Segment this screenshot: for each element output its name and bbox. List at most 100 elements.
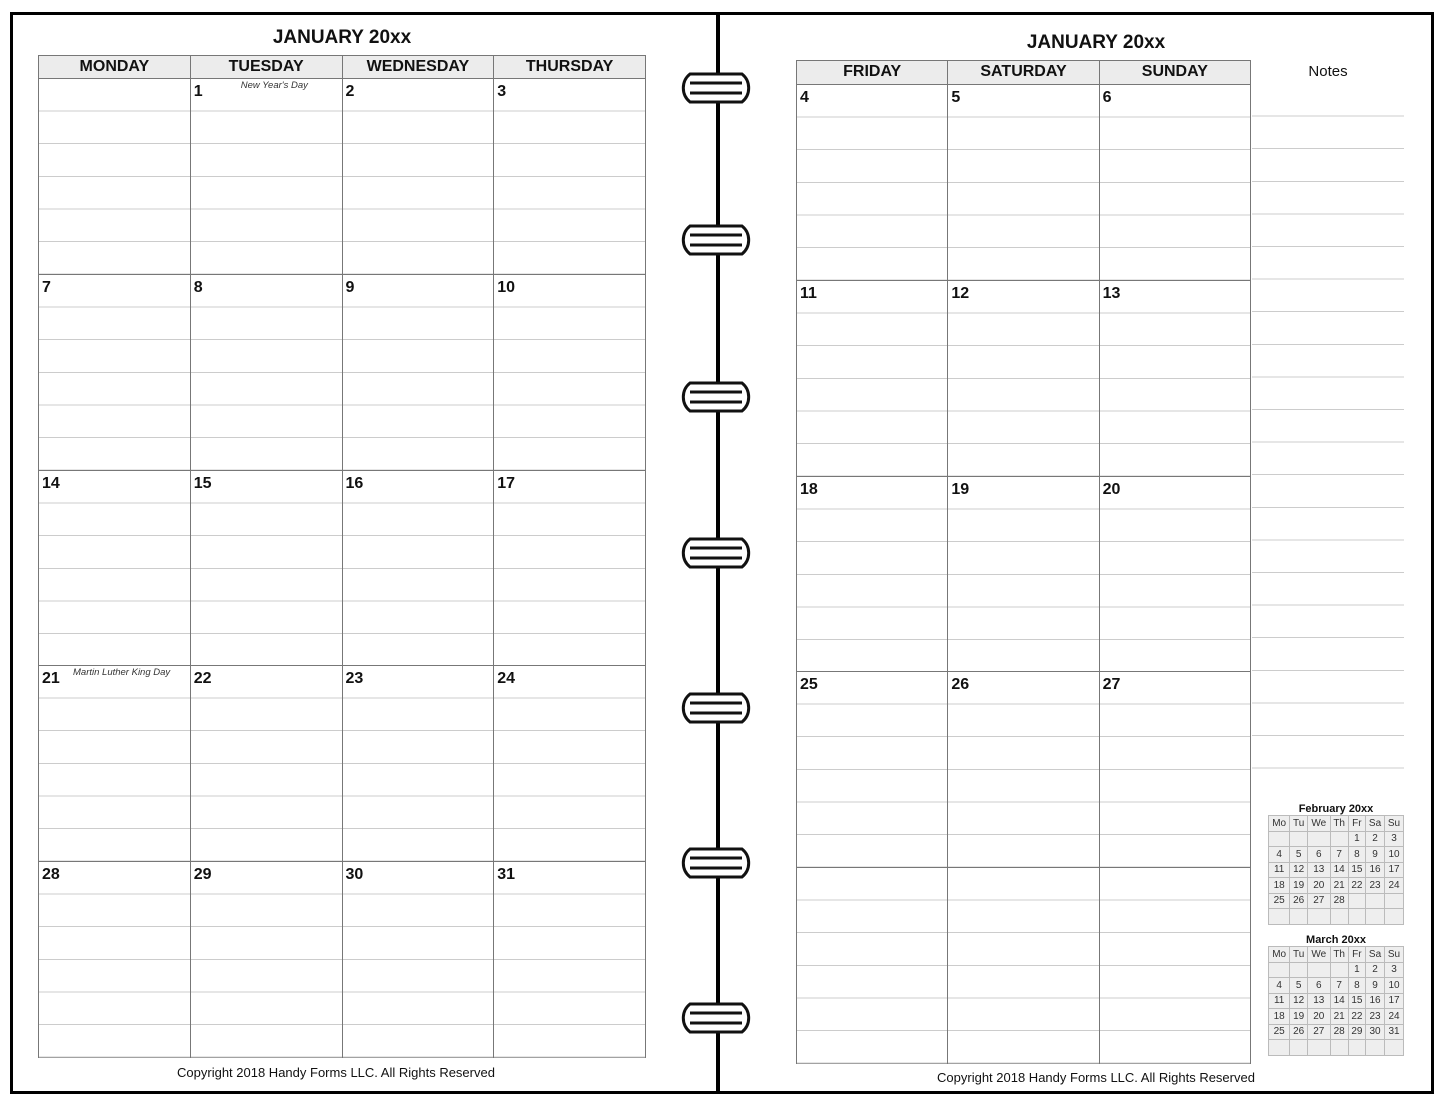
day-cell[interactable]: 26 bbox=[947, 672, 1099, 868]
day-cell[interactable] bbox=[947, 868, 1099, 1064]
day-cell[interactable]: 5 bbox=[947, 85, 1099, 280]
date-number: 21 bbox=[42, 670, 60, 688]
mini-date bbox=[1267, 961, 1291, 978]
day-cell[interactable]: 7 bbox=[39, 274, 190, 470]
day-cell[interactable]: 2 bbox=[341, 79, 494, 274]
day-cell[interactable] bbox=[39, 79, 190, 274]
day-cell[interactable] bbox=[797, 868, 948, 1064]
day-cell[interactable]: 11 bbox=[797, 280, 948, 476]
day-header: SUNDAY bbox=[1098, 61, 1250, 84]
day-cell[interactable]: 24 bbox=[493, 666, 645, 862]
mini-date bbox=[1289, 830, 1308, 847]
day-cell[interactable]: 10 bbox=[493, 274, 645, 470]
day-cell[interactable]: 21 Martin Luther King Day bbox=[39, 666, 190, 862]
mini-date bbox=[1306, 830, 1331, 847]
day-header: WEDNESDAY bbox=[341, 56, 494, 78]
day-header: SATURDAY bbox=[947, 61, 1098, 84]
mini-date bbox=[1267, 830, 1291, 847]
week-row: 25 26 27 bbox=[797, 672, 1250, 869]
mini-date: 24 bbox=[1384, 1008, 1404, 1025]
mini-date: 19 bbox=[1289, 1008, 1308, 1025]
mini-day-header: Mo bbox=[1267, 815, 1291, 832]
day-cell[interactable]: 22 bbox=[189, 666, 342, 862]
mini-date: 13 bbox=[1306, 861, 1331, 878]
day-cell[interactable]: 28 bbox=[39, 862, 190, 1058]
day-cell[interactable]: 12 bbox=[947, 280, 1099, 476]
day-cell[interactable]: 9 bbox=[341, 274, 494, 470]
mini-day-header: Su bbox=[1384, 946, 1404, 963]
day-cell[interactable]: 14 bbox=[39, 470, 190, 666]
date-number: 6 bbox=[1102, 89, 1112, 106]
day-cell[interactable]: 15 bbox=[189, 470, 342, 666]
day-cell[interactable]: 16 bbox=[341, 470, 494, 666]
mini-date: 20 bbox=[1306, 877, 1331, 894]
mini-date: 15 bbox=[1347, 861, 1367, 878]
date-number: 27 bbox=[1102, 676, 1121, 694]
day-cell[interactable]: 3 bbox=[493, 79, 645, 274]
mini-date: 6 bbox=[1306, 977, 1331, 994]
mini-date: 14 bbox=[1329, 992, 1349, 1009]
mini-date: 15 bbox=[1347, 992, 1367, 1009]
mini-calendar-table: Mo Tu We Th Fr Sa Su 1 2 3 4 5 6 7 8 9 10 11 12 13 14 15 16 17 1… bbox=[1267, 815, 1404, 925]
date-number: 20 bbox=[1102, 480, 1121, 498]
day-cell[interactable]: 30 bbox=[341, 862, 494, 1058]
week-row: 7 8 9 10 bbox=[39, 274, 645, 471]
page-frame bbox=[10, 12, 1434, 1094]
week-row: 1 New Year's Day 2 3 bbox=[39, 79, 645, 275]
day-cell[interactable]: 8 bbox=[189, 274, 342, 470]
binder-ring bbox=[681, 537, 751, 569]
mini-date: 5 bbox=[1289, 846, 1308, 863]
day-cell[interactable] bbox=[1098, 868, 1250, 1064]
mini-date bbox=[1267, 1039, 1291, 1056]
mini-calendar: March 20xx Mo Tu We Th Fr Sa Su 1 2 3 4 5 6 7 8 9 10 11 12 1… bbox=[1267, 934, 1404, 1056]
mini-date: 9 bbox=[1365, 977, 1385, 994]
left-calendar-grid: MONDAY TUESDAY WEDNESDAY THURSDAY 1 New Year'… bbox=[38, 55, 646, 1058]
date-number: 14 bbox=[42, 474, 60, 492]
mini-date: 23 bbox=[1365, 1008, 1385, 1025]
mini-date bbox=[1365, 908, 1385, 925]
day-cell[interactable]: 1 New Year's Day bbox=[189, 79, 342, 274]
mini-date: 12 bbox=[1289, 861, 1308, 878]
week-row: 18 19 20 bbox=[797, 476, 1250, 673]
date-number: 24 bbox=[497, 670, 516, 688]
date-number: 13 bbox=[1102, 284, 1121, 302]
mini-date: 23 bbox=[1365, 877, 1385, 894]
mini-day-header: Mo bbox=[1267, 946, 1291, 963]
day-cell[interactable]: 17 bbox=[493, 470, 645, 666]
mini-date bbox=[1365, 1039, 1385, 1056]
day-header: THURSDAY bbox=[493, 56, 645, 78]
day-cell[interactable]: 19 bbox=[947, 476, 1099, 672]
mini-date bbox=[1306, 961, 1331, 978]
mini-date: 27 bbox=[1306, 892, 1331, 909]
day-cell[interactable]: 27 bbox=[1098, 672, 1250, 868]
mini-date: 10 bbox=[1384, 846, 1404, 863]
day-cell[interactable]: 20 bbox=[1098, 476, 1250, 672]
mini-date: 21 bbox=[1329, 877, 1349, 894]
mini-date: 9 bbox=[1365, 846, 1385, 863]
mini-date: 31 bbox=[1384, 1023, 1404, 1040]
notes-area[interactable] bbox=[1252, 84, 1404, 800]
date-number: 11 bbox=[800, 284, 817, 302]
day-cell[interactable]: 13 bbox=[1098, 280, 1250, 476]
day-cell[interactable]: 4 bbox=[797, 85, 948, 280]
mini-date: 22 bbox=[1347, 1008, 1367, 1025]
day-cell[interactable]: 6 bbox=[1098, 85, 1250, 280]
day-cell[interactable]: 23 bbox=[341, 666, 494, 862]
mini-day-header: Th bbox=[1329, 946, 1349, 963]
mini-day-header: Tu bbox=[1289, 946, 1308, 963]
mini-day-header: Sa bbox=[1365, 815, 1385, 832]
binder-ring bbox=[681, 847, 751, 879]
date-number: 25 bbox=[800, 676, 818, 694]
mini-calendar-table: Mo Tu We Th Fr Sa Su 1 2 3 4 5 6 7 8 9 10 11 12 13 14 15 16 17 1… bbox=[1267, 946, 1404, 1056]
date-number: 7 bbox=[42, 278, 51, 296]
week-row: 21 Martin Luther King Day 22 23 24 bbox=[39, 666, 645, 863]
day-header-row: MONDAY TUESDAY WEDNESDAY THURSDAY bbox=[39, 56, 645, 79]
mini-date: 27 bbox=[1306, 1023, 1331, 1040]
mini-date bbox=[1347, 1039, 1367, 1056]
holiday-label: Martin Luther King Day bbox=[73, 667, 171, 679]
mini-date: 3 bbox=[1384, 961, 1404, 978]
day-cell[interactable]: 18 bbox=[797, 476, 948, 672]
day-cell[interactable]: 31 bbox=[493, 862, 645, 1058]
day-cell[interactable]: 25 bbox=[797, 672, 948, 868]
day-cell[interactable]: 29 bbox=[189, 862, 342, 1058]
